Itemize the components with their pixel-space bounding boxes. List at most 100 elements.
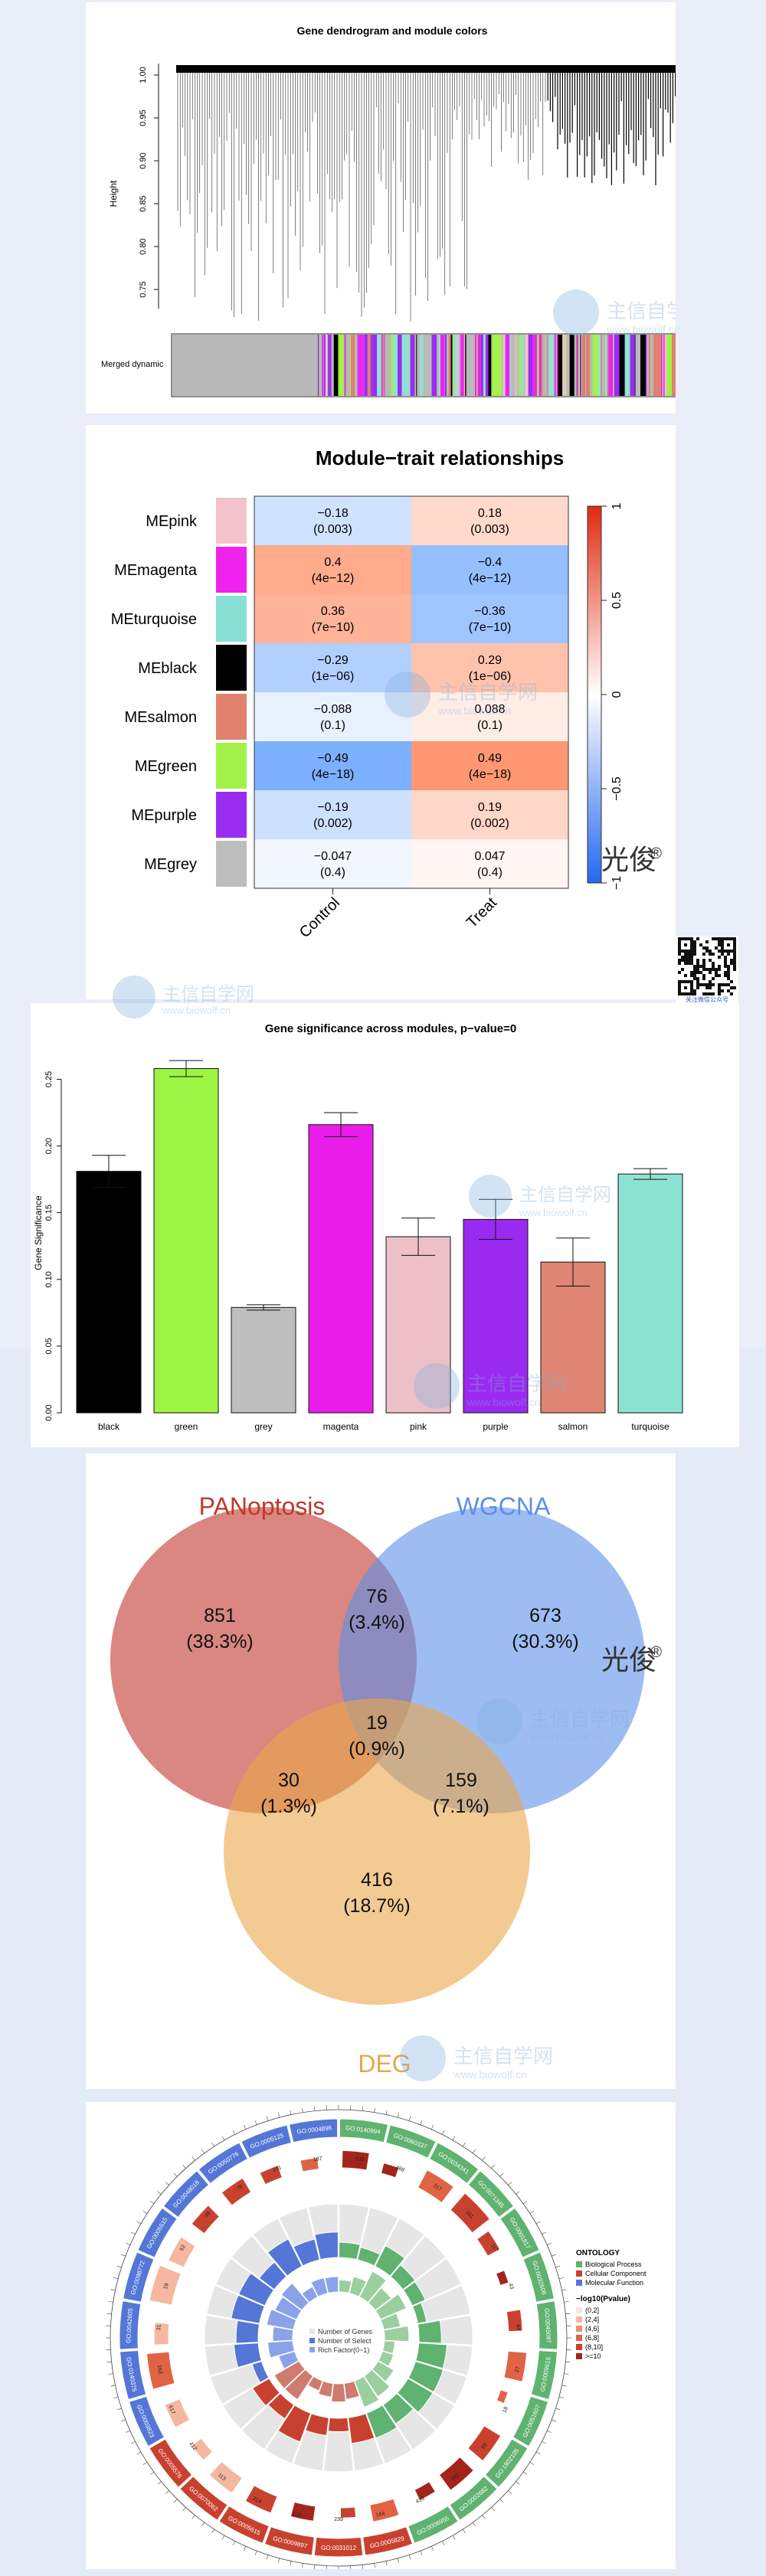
venn-region-count: 851 <box>204 1605 236 1626</box>
module-color-segment <box>577 335 578 396</box>
qr-cell <box>693 940 696 943</box>
module-color-segment <box>666 335 672 396</box>
go-outer-tick <box>472 2522 476 2527</box>
heatmap-column-labels: Control Treat <box>296 888 500 941</box>
dendrogram-figure: Gene dendrogram and module colors Height… <box>101 25 743 397</box>
qr-cell <box>715 946 718 950</box>
module-color-segment <box>360 335 364 396</box>
dendrogram-tick-label: 1.00 <box>139 67 148 83</box>
go-gene-count-label: 164 <box>375 2511 385 2519</box>
go-outer-tick <box>463 2142 466 2147</box>
module-color-segment <box>393 335 398 396</box>
qr-cell <box>696 959 699 962</box>
bar <box>76 1171 142 1414</box>
watermark-name: 主信自学网 <box>162 984 254 1005</box>
heatmap-cell-p: (0.002) <box>313 817 352 830</box>
module-color-segment <box>537 335 542 396</box>
go-outer-tick <box>302 2563 303 2568</box>
bar <box>153 1067 219 1414</box>
qr-cell <box>693 943 696 946</box>
go-selected-bar <box>237 2272 275 2306</box>
go-outer-tick <box>121 2419 126 2422</box>
go-gene-count-bar <box>168 2236 196 2268</box>
qr-cell <box>702 974 705 977</box>
qr-cell <box>718 940 721 943</box>
go-rich-factor-bar <box>324 2276 339 2294</box>
go-gene-count-bar <box>164 2398 191 2429</box>
module-swatch <box>216 743 247 789</box>
go-outer-tick <box>430 2546 434 2551</box>
go-selected-bar <box>305 2413 329 2437</box>
dendrogram-tick-label: 0.80 <box>139 238 148 254</box>
go-gene-count-label: 64 <box>515 2324 520 2330</box>
ontology-swatch <box>576 2261 582 2267</box>
qr-cell <box>705 968 709 971</box>
go-outer-tick <box>565 2313 571 2315</box>
heatmap-cell-p: (0.4) <box>320 866 345 879</box>
go-gene-count-label: 93 <box>480 2443 488 2451</box>
go-term-band <box>128 2395 165 2447</box>
go-term-band <box>499 2207 540 2258</box>
qr-cell <box>724 956 727 959</box>
go-gene-count-bar <box>341 2149 370 2171</box>
go-gene-count-bar <box>300 2157 319 2172</box>
qr-cell <box>718 992 721 995</box>
qr-cell <box>709 968 712 971</box>
heatmap-cell <box>411 839 568 888</box>
go-term-band <box>288 2118 339 2143</box>
go-selected-bar <box>267 2392 295 2420</box>
qr-cell <box>721 940 724 943</box>
venn-panel: PANoptosis WGCNA DEG 851 (38.3%) 673 (30.3%… <box>86 1453 676 2089</box>
qr-cell <box>684 953 687 956</box>
qr-cell <box>730 937 733 940</box>
go-outer-tick <box>508 2182 512 2185</box>
pvalue-swatch <box>576 2307 582 2313</box>
module-color-segment <box>597 335 599 396</box>
go-gene-count-bar <box>146 2351 175 2390</box>
go-gene-count-label: 19 <box>163 2283 170 2290</box>
qr-cell <box>730 986 733 989</box>
qr-cell <box>733 950 736 953</box>
module-color-segment <box>400 335 405 396</box>
venn-region-pct: (38.3%) <box>186 1631 254 1652</box>
go-term-band <box>313 2536 364 2558</box>
bar-chart-title: Gene significance across modules, p−valu… <box>265 1022 516 1035</box>
go-outer-tick <box>452 2136 456 2141</box>
module-color-segment <box>383 335 385 396</box>
qr-cell <box>727 950 730 953</box>
qr-cell <box>687 953 690 956</box>
qr-cell <box>715 974 718 977</box>
go-term-band <box>467 2170 515 2218</box>
go-outer-tick <box>266 2555 269 2560</box>
go-outer-tick <box>142 2211 148 2214</box>
watermark-url: www.biowolf.cn <box>453 2068 527 2081</box>
pvalue-swatch <box>576 2335 582 2341</box>
go-gene-count-label: 214 <box>252 2496 263 2505</box>
module-color-segment <box>541 335 543 396</box>
qr-cell <box>690 937 693 940</box>
go-gene-count-bar <box>496 2389 509 2404</box>
qr-cell <box>678 940 681 943</box>
qr-cell <box>684 962 687 965</box>
bar-chart-y-tick-label: 0.20 <box>44 1138 54 1154</box>
qr-cell <box>690 950 693 953</box>
qr-code-block: 关注微信公众号 <box>676 936 738 1005</box>
go-outer-tick <box>182 2507 186 2512</box>
module-color-segment <box>653 335 658 396</box>
color-scale: 1 0.5 0 −0.5 −1 <box>587 502 624 890</box>
qr-cell <box>730 992 733 995</box>
go-term-band <box>137 2207 178 2258</box>
heatmap-figure: Module−trait relationships MEpink −0.18 (0… <box>111 446 663 941</box>
go-outer-tick <box>552 2254 556 2257</box>
qr-caption: 关注微信公众号 <box>686 996 728 1003</box>
go-outer-tick <box>254 2120 257 2125</box>
go-outer-tick <box>491 2164 495 2169</box>
module-swatch <box>216 694 247 740</box>
qr-cell <box>684 992 687 995</box>
qr-cell <box>705 950 709 953</box>
bar-chart-y-tick-label: 0.15 <box>44 1205 54 1221</box>
qr-cell <box>684 980 687 983</box>
qr-cell <box>727 937 730 940</box>
bar <box>617 1173 683 1414</box>
